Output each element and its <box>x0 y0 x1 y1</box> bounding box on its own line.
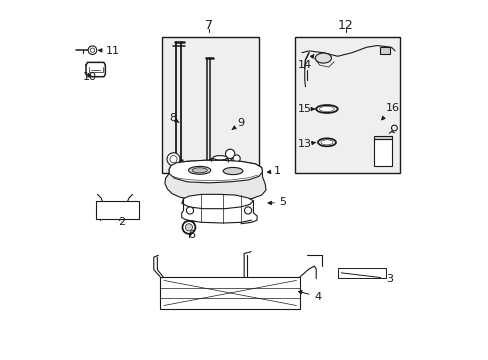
Circle shape <box>244 207 251 214</box>
Text: 13: 13 <box>298 139 315 149</box>
Text: 3: 3 <box>341 273 392 284</box>
Circle shape <box>88 46 97 54</box>
Text: 5: 5 <box>267 197 286 207</box>
Text: 8: 8 <box>169 113 179 123</box>
Bar <box>160 277 300 309</box>
Ellipse shape <box>223 167 243 175</box>
Text: 6: 6 <box>187 230 194 239</box>
Bar <box>338 267 385 278</box>
Text: 14: 14 <box>298 55 313 70</box>
Circle shape <box>391 125 396 131</box>
Circle shape <box>233 155 240 162</box>
Text: 10: 10 <box>82 72 96 82</box>
Circle shape <box>167 153 180 166</box>
Bar <box>96 201 139 219</box>
Bar <box>373 139 391 166</box>
Polygon shape <box>182 194 253 209</box>
Ellipse shape <box>188 166 210 174</box>
Ellipse shape <box>212 156 227 160</box>
Bar <box>294 37 400 173</box>
Text: 12: 12 <box>337 19 353 32</box>
Circle shape <box>185 224 192 231</box>
Text: 1: 1 <box>267 166 280 176</box>
Polygon shape <box>164 160 265 202</box>
Bar <box>373 136 391 139</box>
Ellipse shape <box>319 107 334 112</box>
Text: 11: 11 <box>99 46 119 56</box>
Text: 2: 2 <box>118 217 125 227</box>
Circle shape <box>90 48 94 52</box>
Text: 15: 15 <box>298 104 314 114</box>
Text: 16: 16 <box>381 103 399 120</box>
Circle shape <box>182 221 195 234</box>
Ellipse shape <box>315 53 331 63</box>
Ellipse shape <box>320 140 332 145</box>
Polygon shape <box>169 160 262 183</box>
Ellipse shape <box>192 168 207 173</box>
Circle shape <box>186 207 193 214</box>
Ellipse shape <box>316 105 337 113</box>
Text: 4: 4 <box>298 291 321 302</box>
Circle shape <box>225 149 234 158</box>
Text: 7: 7 <box>204 19 212 32</box>
Bar <box>379 47 389 54</box>
Bar <box>162 37 258 173</box>
Circle shape <box>169 156 177 163</box>
Text: 9: 9 <box>232 118 244 129</box>
Ellipse shape <box>317 138 335 146</box>
